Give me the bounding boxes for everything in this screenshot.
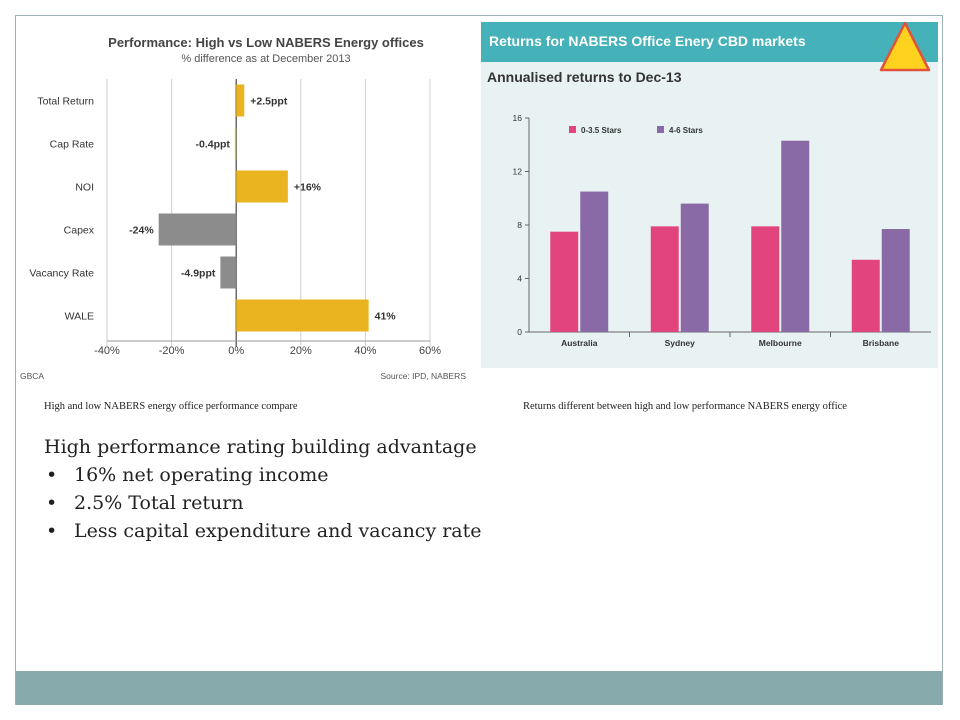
- bullet-list: 16% net operating income 2.5% Total retu…: [44, 464, 482, 542]
- bar-capex: [158, 213, 237, 246]
- bar-brisbane-1: [881, 229, 910, 332]
- x-tick-label: 20%: [290, 345, 312, 357]
- returns-chart-title: Returns for NABERS Office Enery CBD mark…: [489, 33, 806, 49]
- bar-australia-0: [550, 231, 579, 332]
- x-tick-label: Brisbane: [863, 338, 900, 348]
- y-tick-label: 0: [517, 327, 522, 337]
- right-chart-caption: Returns different between high and low p…: [523, 401, 847, 412]
- category-label: Total Return: [37, 96, 94, 108]
- returns-chart-header: Returns for NABERS Office Enery CBD mark…: [481, 22, 938, 62]
- body-heading: High performance rating building advanta…: [44, 436, 477, 458]
- warning-triangle-icon[interactable]: [878, 20, 932, 74]
- performance-bar-chart: Performance: High vs Low NABERS Energy o…: [20, 35, 466, 381]
- y-tick-label: 16: [513, 113, 523, 123]
- returns-chart-subtitle: Annualised returns to Dec-13: [487, 69, 682, 85]
- bar-noi: [236, 170, 288, 203]
- body-text: High performance rating building advanta…: [44, 436, 482, 548]
- data-label: 41%: [375, 311, 397, 323]
- legend-label: 0-3.5 Stars: [581, 126, 622, 135]
- y-tick-label: 4: [517, 274, 522, 284]
- bullet-item: 16% net operating income: [44, 464, 482, 486]
- data-label: +2.5ppt: [250, 96, 288, 108]
- bar-australia-1: [580, 191, 609, 332]
- left-chart-caption: High and low NABERS energy office perfor…: [44, 401, 298, 412]
- footer-bar: [16, 671, 942, 705]
- x-tick-label: Australia: [561, 338, 598, 348]
- bar-melbourne-0: [751, 226, 780, 332]
- bar-vacancy-rate: [220, 256, 237, 289]
- returns-chart-panel: Returns for NABERS Office Enery CBD mark…: [481, 22, 938, 368]
- legend-swatch: [657, 126, 664, 133]
- bar-wale: [236, 299, 369, 332]
- data-label: -0.4ppt: [195, 139, 230, 151]
- bar-brisbane-0: [851, 259, 880, 332]
- bar-cap-rate: [234, 127, 237, 160]
- x-tick-label: 60%: [419, 345, 441, 357]
- category-label: WALE: [65, 311, 94, 323]
- returns-bar-chart: 0 4 8 12 16 0-3.5 Stars 4-6 Stars Australia Sydn…: [513, 113, 931, 348]
- bar-sydney-0: [650, 226, 679, 332]
- data-label: -4.9ppt: [181, 268, 216, 280]
- chart-title: Performance: High vs Low NABERS Energy o…: [108, 35, 424, 50]
- category-label: Vacancy Rate: [29, 268, 94, 280]
- data-label: -24%: [129, 225, 154, 237]
- source-right-label: Source: IPD, NABERS: [380, 371, 466, 381]
- bar-melbourne-1: [781, 140, 810, 332]
- category-label: Cap Rate: [50, 139, 95, 151]
- bullet-item: Less capital expenditure and vacancy rat…: [44, 520, 482, 542]
- chart-subtitle: % difference as at December 2013: [181, 53, 350, 65]
- x-tick-label: 40%: [354, 345, 376, 357]
- x-tick-label: Sydney: [665, 338, 696, 348]
- x-tick-label: Melbourne: [759, 338, 802, 348]
- source-left-label: GBCA: [20, 371, 44, 381]
- x-tick-label: 0%: [228, 345, 244, 357]
- data-label: +16%: [294, 182, 322, 194]
- bar-sydney-1: [680, 203, 709, 332]
- bar-total-return: [236, 84, 245, 117]
- bullet-item: 2.5% Total return: [44, 492, 482, 514]
- x-tick-label: -20%: [159, 345, 185, 357]
- legend-swatch: [569, 126, 576, 133]
- category-label: Capex: [64, 225, 95, 237]
- y-tick-label: 12: [513, 167, 523, 177]
- category-label: NOI: [75, 182, 94, 194]
- y-tick-label: 8: [517, 220, 522, 230]
- x-tick-label: -40%: [94, 345, 120, 357]
- legend-label: 4-6 Stars: [669, 126, 703, 135]
